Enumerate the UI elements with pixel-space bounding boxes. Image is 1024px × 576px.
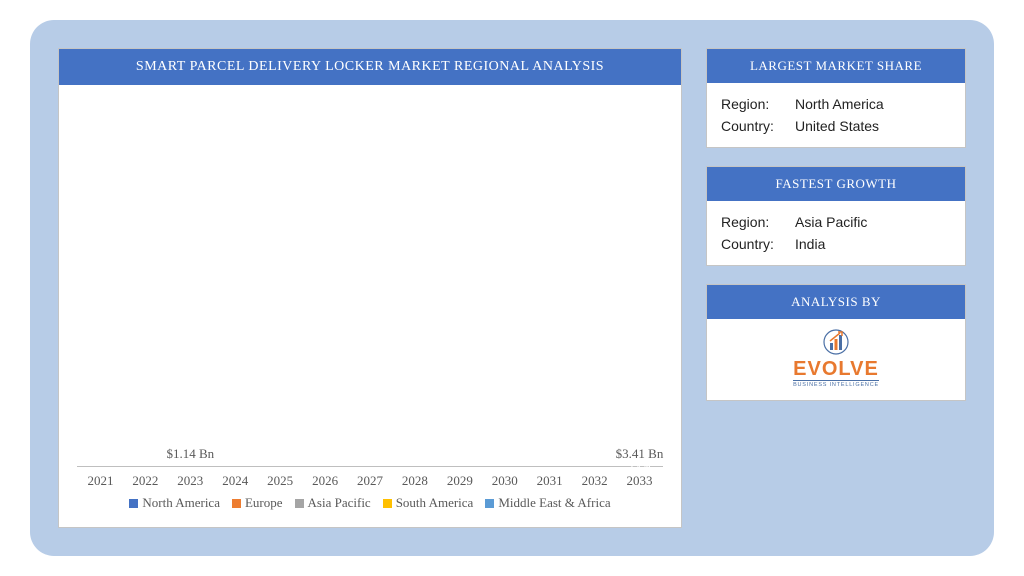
chart-panel: SMART PARCEL DELIVERY LOCKER MARKET REGI… bbox=[58, 48, 682, 528]
legend-item: North America bbox=[129, 495, 220, 511]
logo-subtitle: BUSINESS INTELLIGENCE bbox=[793, 380, 879, 388]
legend-label: Middle East & Africa bbox=[498, 495, 610, 511]
card-market-share: LARGEST MARKET SHARE Region: North Ameri… bbox=[706, 48, 966, 148]
info-row: Region: North America bbox=[721, 93, 951, 115]
x-tick-label: 2031 bbox=[530, 473, 569, 489]
x-tick-label: 2028 bbox=[395, 473, 434, 489]
legend-label: Asia Pacific bbox=[308, 495, 371, 511]
card-body: Region: North America Country: United St… bbox=[707, 83, 965, 147]
bars-row: $1.14 Bn27%23%$3.41 Bn bbox=[77, 103, 663, 466]
legend-label: South America bbox=[396, 495, 474, 511]
bar-annotation: $1.14 Bn bbox=[166, 446, 214, 462]
logo-icon bbox=[821, 327, 851, 357]
side-column: LARGEST MARKET SHARE Region: North Ameri… bbox=[706, 48, 966, 528]
info-row: Region: Asia Pacific bbox=[721, 211, 951, 233]
legend-swatch bbox=[129, 499, 138, 508]
label-country: Country: bbox=[721, 236, 785, 252]
value-region: North America bbox=[795, 96, 884, 112]
card-body: Region: Asia Pacific Country: India bbox=[707, 201, 965, 265]
info-row: Country: India bbox=[721, 233, 951, 255]
x-tick-label: 2025 bbox=[261, 473, 300, 489]
x-tick-label: 2030 bbox=[485, 473, 524, 489]
legend: North America Europe Asia Pacific South Ame… bbox=[77, 489, 663, 521]
x-tick-label: 2023 bbox=[171, 473, 210, 489]
plot-area: $1.14 Bn27%23%$3.41 Bn bbox=[77, 103, 663, 467]
x-tick-label: 2033 bbox=[620, 473, 659, 489]
legend-item: South America bbox=[383, 495, 474, 511]
chart-title: SMART PARCEL DELIVERY LOCKER MARKET REGI… bbox=[59, 49, 681, 85]
card-analysis-by: ANALYSIS BY EVOLVE BUSINES bbox=[706, 284, 966, 401]
bar-annotation: $3.41 Bn bbox=[616, 446, 664, 462]
value-country: India bbox=[795, 236, 825, 252]
evolve-logo: EVOLVE BUSINESS INTELLIGENCE bbox=[793, 327, 879, 388]
label-country: Country: bbox=[721, 118, 785, 134]
outer-frame: SMART PARCEL DELIVERY LOCKER MARKET REGI… bbox=[30, 20, 994, 556]
legend-swatch bbox=[485, 499, 494, 508]
value-region: Asia Pacific bbox=[795, 214, 867, 230]
card-header: ANALYSIS BY bbox=[707, 285, 965, 319]
legend-item: Europe bbox=[232, 495, 283, 511]
x-tick-label: 2032 bbox=[575, 473, 614, 489]
card-header: FASTEST GROWTH bbox=[707, 167, 965, 201]
x-tick-label: 2029 bbox=[440, 473, 479, 489]
legend-swatch bbox=[295, 499, 304, 508]
logo-text: EVOLVE bbox=[793, 359, 879, 379]
x-tick-label: 2022 bbox=[126, 473, 165, 489]
legend-label: North America bbox=[142, 495, 220, 511]
x-tick-label: 2027 bbox=[351, 473, 390, 489]
info-row: Country: United States bbox=[721, 115, 951, 137]
legend-swatch bbox=[232, 499, 241, 508]
x-tick-label: 2021 bbox=[81, 473, 120, 489]
x-axis-labels: 2021 2022 2023 2024 2025 2026 2027 2028 2029 2030… bbox=[77, 467, 663, 489]
logo-container: EVOLVE BUSINESS INTELLIGENCE bbox=[707, 319, 965, 400]
legend-swatch bbox=[383, 499, 392, 508]
card-growth: FASTEST GROWTH Region: Asia Pacific Coun… bbox=[706, 166, 966, 266]
legend-label: Europe bbox=[245, 495, 283, 511]
x-tick-label: 2024 bbox=[216, 473, 255, 489]
legend-item: Asia Pacific bbox=[295, 495, 371, 511]
legend-item: Middle East & Africa bbox=[485, 495, 610, 511]
chart-body: $1.14 Bn27%23%$3.41 Bn 20212022202320242… bbox=[59, 85, 681, 527]
x-tick-label: 2026 bbox=[306, 473, 345, 489]
label-region: Region: bbox=[721, 96, 785, 112]
label-region: Region: bbox=[721, 214, 785, 230]
value-country: United States bbox=[795, 118, 879, 134]
card-header: LARGEST MARKET SHARE bbox=[707, 49, 965, 83]
